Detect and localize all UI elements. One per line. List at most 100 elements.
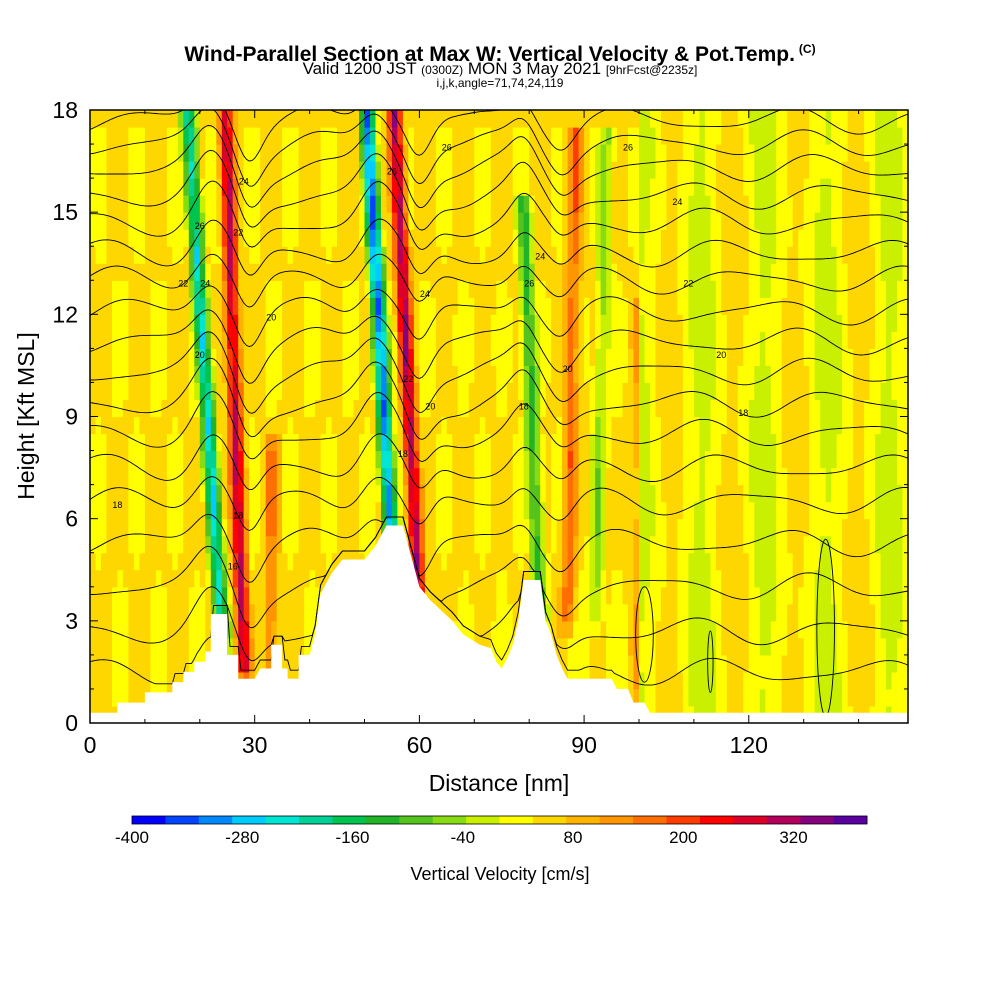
velocity-cell (413, 484, 420, 503)
velocity-cell (759, 280, 766, 298)
velocity-cell (441, 535, 448, 554)
velocity-cell (430, 246, 437, 264)
velocity-cell (507, 620, 514, 639)
velocity-cell (671, 144, 678, 162)
velocity-cell (836, 382, 843, 400)
velocity-cell (144, 552, 151, 571)
velocity-cell (825, 195, 832, 213)
velocity-cell (809, 688, 816, 707)
velocity-cell (847, 654, 854, 673)
velocity-cell (391, 297, 398, 315)
velocity-cell (836, 127, 843, 145)
velocity-cell (95, 433, 102, 452)
velocity-cell (216, 535, 223, 554)
velocity-cell (644, 246, 651, 264)
velocity-cell (375, 263, 382, 281)
velocity-cell (682, 467, 689, 486)
velocity-cell (814, 416, 821, 435)
velocity-cell (803, 331, 810, 349)
velocity-cell (430, 144, 437, 162)
velocity-cell (842, 212, 849, 230)
velocity-cell (139, 620, 146, 639)
velocity-cell (166, 110, 173, 128)
velocity-cell (309, 586, 316, 605)
velocity-cell (133, 450, 140, 469)
velocity-cell (276, 518, 283, 537)
velocity-cell (424, 144, 431, 162)
velocity-cell (106, 348, 113, 366)
velocity-cell (496, 450, 503, 469)
velocity-cell (166, 467, 173, 486)
velocity-cell (809, 280, 816, 298)
velocity-cell (650, 535, 657, 554)
velocity-cell (419, 569, 426, 588)
velocity-cell (633, 620, 640, 639)
velocity-cell (386, 331, 393, 349)
velocity-cell (205, 416, 212, 435)
velocity-cell (381, 280, 388, 298)
velocity-cell (842, 433, 849, 452)
velocity-cell (424, 399, 431, 418)
velocity-cell (424, 518, 431, 537)
velocity-cell (633, 535, 640, 554)
velocity-cell (424, 229, 431, 247)
velocity-cell (726, 501, 733, 520)
velocity-cell (128, 552, 135, 571)
velocity-cell (523, 382, 530, 400)
velocity-cell (309, 416, 316, 435)
velocity-cell (293, 297, 300, 315)
velocity-cell (595, 178, 602, 196)
velocity-cell (144, 637, 151, 656)
velocity-cell (210, 144, 217, 162)
velocity-cell (792, 467, 799, 486)
velocity-cell (573, 450, 580, 469)
velocity-cell (650, 569, 657, 588)
velocity-cell (584, 246, 591, 264)
velocity-cell (556, 110, 563, 128)
velocity-cell (326, 161, 333, 179)
velocity-cell (534, 416, 541, 435)
velocity-cell (759, 467, 766, 486)
velocity-cell (413, 535, 420, 554)
velocity-cell (474, 348, 481, 366)
velocity-cell (759, 586, 766, 605)
velocity-cell (721, 569, 728, 588)
velocity-cell (227, 246, 234, 264)
velocity-cell (529, 467, 536, 486)
velocity-cell (282, 178, 289, 196)
velocity-cell (479, 569, 486, 588)
velocity-cell (238, 110, 245, 128)
velocity-cell (661, 348, 668, 366)
velocity-cell (556, 144, 563, 162)
velocity-cell (682, 229, 689, 247)
velocity-cell (540, 569, 547, 588)
velocity-cell (430, 229, 437, 247)
velocity-cell (567, 229, 574, 247)
velocity-cell (144, 586, 151, 605)
velocity-cell (287, 433, 294, 452)
velocity-cell (715, 450, 722, 469)
velocity-cell (617, 382, 624, 400)
velocity-cell (534, 297, 541, 315)
velocity-cell (677, 450, 684, 469)
velocity-cell (424, 297, 431, 315)
velocity-cell (529, 195, 536, 213)
velocity-cell (809, 331, 816, 349)
velocity-cell (699, 110, 706, 128)
velocity-cell (496, 484, 503, 503)
velocity-cell (397, 127, 404, 145)
velocity-cell (166, 569, 173, 588)
velocity-cell (726, 484, 733, 503)
velocity-cell (589, 144, 596, 162)
velocity-cell (842, 314, 849, 332)
velocity-cell (90, 603, 97, 622)
velocity-cell (370, 110, 377, 128)
velocity-cell (128, 433, 135, 452)
velocity-cell (408, 331, 415, 349)
velocity-cell (457, 603, 464, 622)
velocity-cell (617, 671, 624, 690)
velocity-cell (831, 246, 838, 264)
velocity-cell (781, 671, 788, 690)
velocity-cell (567, 365, 574, 383)
velocity-cell (485, 552, 492, 571)
